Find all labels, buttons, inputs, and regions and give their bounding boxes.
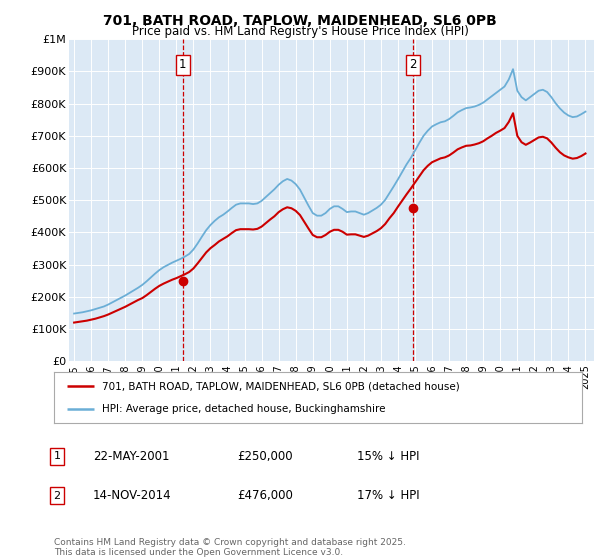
Text: 22-MAY-2001: 22-MAY-2001 — [93, 450, 170, 463]
Text: 1: 1 — [179, 58, 187, 72]
Text: £476,000: £476,000 — [237, 489, 293, 502]
Text: 2: 2 — [53, 491, 61, 501]
Text: HPI: Average price, detached house, Buckinghamshire: HPI: Average price, detached house, Buck… — [101, 404, 385, 414]
Text: 701, BATH ROAD, TAPLOW, MAIDENHEAD, SL6 0PB (detached house): 701, BATH ROAD, TAPLOW, MAIDENHEAD, SL6 … — [101, 381, 459, 391]
Text: Price paid vs. HM Land Registry's House Price Index (HPI): Price paid vs. HM Land Registry's House … — [131, 25, 469, 38]
Text: 1: 1 — [53, 451, 61, 461]
Text: Contains HM Land Registry data © Crown copyright and database right 2025.
This d: Contains HM Land Registry data © Crown c… — [54, 538, 406, 557]
Text: 17% ↓ HPI: 17% ↓ HPI — [357, 489, 419, 502]
Text: 701, BATH ROAD, TAPLOW, MAIDENHEAD, SL6 0PB: 701, BATH ROAD, TAPLOW, MAIDENHEAD, SL6 … — [103, 14, 497, 28]
Text: 2: 2 — [409, 58, 416, 72]
Text: £250,000: £250,000 — [237, 450, 293, 463]
Text: 15% ↓ HPI: 15% ↓ HPI — [357, 450, 419, 463]
Text: 14-NOV-2014: 14-NOV-2014 — [93, 489, 172, 502]
